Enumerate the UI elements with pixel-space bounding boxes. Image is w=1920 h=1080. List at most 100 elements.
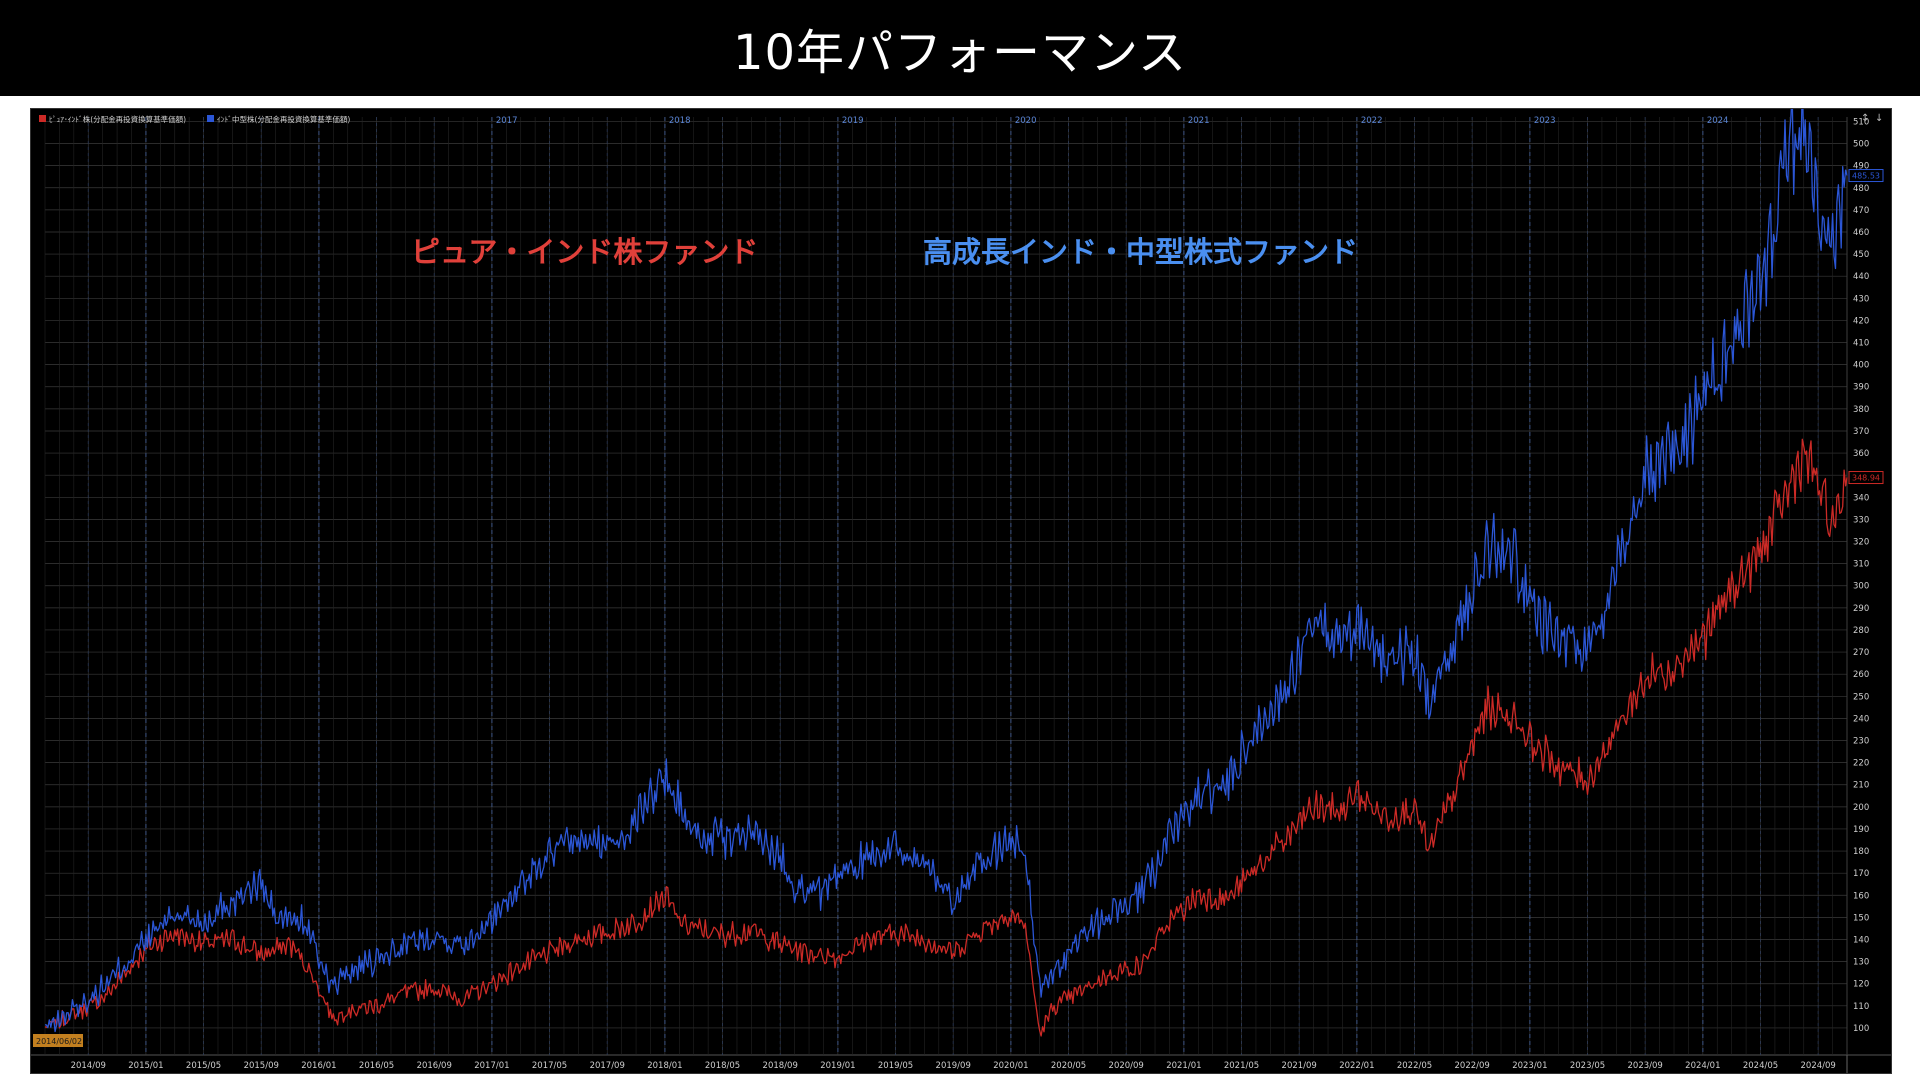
year-label: 2020 [1015,116,1037,126]
grid [31,117,1891,1073]
y-tick-label: 490 [1853,162,1869,172]
x-tick-label: 2022/05 [1397,1061,1432,1071]
year-label: 2018 [669,116,691,126]
legend: ﾋﾟｭｱ･ｲﾝﾄﾞ株(分配金再投資換算基準価額) ｲﾝﾄﾞ中型株(分配金再投資換算… [39,114,350,124]
x-tick-label: 2016/01 [301,1061,336,1071]
x-tick-label: 2018/01 [647,1061,682,1071]
year-label: 2024 [1707,116,1729,126]
x-tick-label: 2019/05 [878,1061,913,1071]
x-tick-label: 2023/09 [1628,1061,1663,1071]
x-tick-label: 2022/09 [1455,1061,1490,1071]
start-date-label: 2014/06/02 [36,1037,82,1046]
year-label: 2017 [496,116,518,126]
last-value-tag-blue [1848,169,1884,183]
x-tick-label: 2021/01 [1166,1061,1201,1071]
x-tick-label: 2017/09 [590,1061,625,1071]
y-tick-label: 220 [1853,759,1869,769]
y-tick-label: 140 [1853,936,1869,946]
y-tick-label: 470 [1853,206,1869,216]
x-tick-label: 2023/05 [1570,1061,1605,1071]
series-annotation-red: ピュア・インド株ファンド [411,235,758,269]
series-annotation-blue: 高成長インド・中型株式ファンド [923,235,1358,269]
y-tick-label: 460 [1853,228,1869,238]
year-label: 2021 [1188,116,1210,126]
x-tick-label: 2018/05 [705,1061,740,1071]
y-tick-label: 250 [1853,692,1869,702]
y-tick-label: 180 [1853,847,1869,857]
y-tick-label: 440 [1853,272,1869,282]
x-tick-label: 2021/05 [1224,1061,1259,1071]
y-tick-label: 450 [1853,250,1869,260]
y-tick-label: 400 [1853,361,1869,371]
y-tick-label: 280 [1853,626,1869,636]
y-tick-label: 300 [1853,582,1869,592]
start-date-tag [33,1034,83,1047]
x-tick-label: 2019/09 [936,1061,971,1071]
page-title: 10年パフォーマンス [0,0,1920,96]
x-tick-label: 2014/09 [71,1061,106,1071]
y-tick-label: 200 [1853,803,1869,813]
y-tick-label: 210 [1853,781,1869,791]
y-tick-label: 390 [1853,383,1869,393]
x-tick-label: 2017/01 [474,1061,509,1071]
series-line-blue [44,109,1848,1033]
series-lines [44,109,1848,1037]
x-tick-label: 2015/01 [128,1061,163,1071]
y-tick-label: 120 [1853,980,1869,990]
y-tick-label: 130 [1853,958,1869,968]
y-tick-label: 340 [1853,493,1869,503]
y-tick-label: 410 [1853,339,1869,349]
toolbar-up-icon[interactable]: ↕ [1861,113,1869,124]
x-tick-label: 2024/05 [1743,1061,1778,1071]
x-tick-label: 2020/01 [993,1061,1028,1071]
legend-label: ｲﾝﾄﾞ中型株(分配金再投資換算基準価額) [217,114,350,124]
y-tick-label: 320 [1853,538,1869,548]
x-tick-label: 2015/09 [244,1061,279,1071]
x-tick-label: 2019/01 [820,1061,855,1071]
y-tick-label: 290 [1853,604,1869,614]
performance-chart: ピュア・インド株ファンド 高成長インド・中型株式ファンド 100 110 120 13… [31,109,1891,1073]
series-line-red [44,438,1848,1037]
y-tick-label: 240 [1853,714,1869,724]
x-tick-label: 2021/09 [1282,1061,1317,1071]
y-tick-label: 310 [1853,560,1869,570]
year-label: 2023 [1534,116,1556,126]
y-tick-label: 100 [1853,1024,1869,1034]
y-tick-label: 370 [1853,427,1869,437]
legend-swatch [39,115,46,122]
y-tick-label: 500 [1853,140,1869,150]
y-tick-label: 420 [1853,316,1869,326]
chart-labels: ピュア・インド株ファンド 高成長インド・中型株式ファンド 100 110 120 13… [33,116,1884,1071]
x-tick-label: 2024/01 [1685,1061,1720,1071]
x-tick-label: 2016/05 [359,1061,394,1071]
y-tick-label: 330 [1853,515,1869,525]
y-tick-label: 170 [1853,869,1869,879]
x-tick-label: 2020/09 [1109,1061,1144,1071]
y-tick-label: 510 [1853,117,1869,127]
y-tick-label: 230 [1853,737,1869,747]
y-tick-label: 430 [1853,294,1869,304]
year-label: 2022 [1361,116,1383,126]
y-tick-label: 260 [1853,670,1869,680]
x-tick-label: 2024/09 [1801,1061,1836,1071]
y-tick-label: 160 [1853,891,1869,901]
x-tick-label: 2023/01 [1512,1061,1547,1071]
last-value-blue: 485.53 [1852,172,1880,181]
toolbar-icons: ↕ ↓ [1861,113,1883,124]
y-tick-label: 480 [1853,184,1869,194]
year-label: 2019 [842,116,864,126]
y-tick-label: 110 [1853,1002,1869,1012]
legend-swatch [207,115,214,122]
x-tick-label: 2015/05 [186,1061,221,1071]
toolbar-down-icon[interactable]: ↓ [1875,113,1883,124]
y-tick-label: 270 [1853,648,1869,658]
y-tick-label: 360 [1853,449,1869,459]
x-tick-label: 2018/09 [763,1061,798,1071]
y-tick-label: 150 [1853,913,1869,923]
legend-label: ﾋﾟｭｱ･ｲﾝﾄﾞ株(分配金再投資換算基準価額) [49,114,186,124]
last-value-red: 348.94 [1852,474,1880,483]
x-tick-label: 2016/09 [417,1061,452,1071]
x-tick-label: 2020/05 [1051,1061,1086,1071]
last-value-tag-red [1848,471,1884,485]
x-tick-label: 2017/05 [532,1061,567,1071]
